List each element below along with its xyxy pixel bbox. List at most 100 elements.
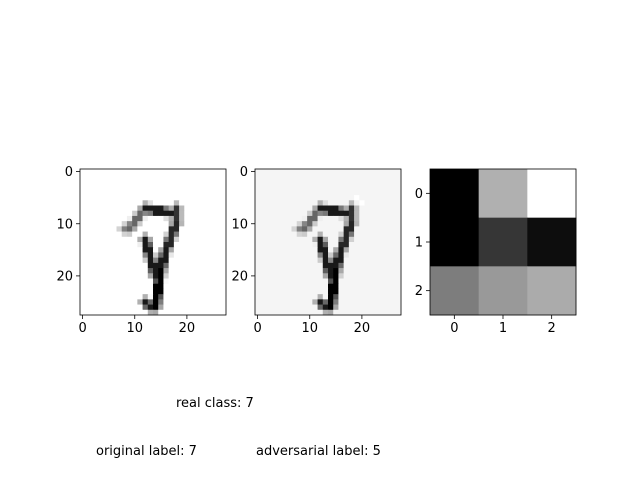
pixel-cell (153, 174, 159, 180)
pixel-cell (153, 262, 159, 269)
pixel-cell (132, 236, 138, 243)
pixel-cell (270, 283, 277, 290)
pixel-cell (121, 283, 128, 290)
pixel-cell (281, 215, 287, 222)
pixel-cell (333, 299, 339, 305)
pixel-cell (116, 189, 123, 196)
pixel-cell (194, 179, 201, 186)
pixel-cell (199, 231, 206, 238)
pixel-cell (317, 174, 324, 180)
pixel-cell (189, 304, 196, 311)
pixel-cell (291, 278, 298, 285)
pixel-cell (312, 262, 318, 269)
pixel-cell (80, 247, 86, 253)
pixel-cell (260, 242, 266, 248)
pixel-cell (270, 236, 277, 243)
pixel-cell (322, 294, 329, 300)
pixel-cell (158, 205, 164, 212)
pixel-cell (121, 221, 128, 227)
pixel-cell (85, 257, 91, 264)
pixel-cell (111, 236, 117, 243)
pixel-cell (90, 215, 97, 222)
pixel-cell (312, 174, 318, 180)
pixel-cell (317, 288, 324, 295)
pixel-cell (220, 226, 227, 232)
pixel-cell (307, 221, 313, 227)
pixel-cell (260, 273, 266, 279)
pixel-cell (194, 247, 201, 253)
pixel-cell (90, 252, 97, 259)
pixel-cell (312, 195, 318, 201)
pixel-cell (260, 205, 266, 212)
pixel-cell (270, 184, 277, 191)
pixel-cell (147, 210, 154, 217)
pixel-cell (260, 200, 266, 206)
pixel-cell (312, 179, 318, 186)
pixel-cell (343, 189, 350, 196)
pixel-cell (194, 226, 201, 232)
pixel-cell (153, 309, 159, 316)
pixel-cell (296, 247, 303, 253)
pixel-cell (354, 262, 360, 269)
pixel-cell (210, 210, 216, 217)
pixel-cell (380, 189, 386, 196)
pixel-cell (359, 205, 365, 212)
pixel-cell (296, 273, 303, 279)
x-tick-label: 0 (253, 321, 261, 336)
pixel-cell (307, 262, 313, 269)
pixel-cell (163, 236, 170, 243)
pixel-cell (100, 174, 107, 180)
pixel-cell (205, 283, 211, 290)
pixel-cell (369, 278, 376, 285)
pixel-cell (90, 294, 97, 300)
pixel-cell (255, 184, 261, 191)
pixel-cell (374, 262, 381, 269)
pixel-cell (210, 247, 216, 253)
pixel-cell (153, 242, 159, 248)
pixel-cell (194, 257, 201, 264)
pixel-cell (179, 221, 185, 227)
pixel-cell (348, 231, 355, 238)
pixel-cell (199, 294, 206, 300)
pixel-cell (121, 215, 128, 222)
pixel-cell (328, 278, 334, 285)
pixel-cell (173, 257, 180, 264)
pixel-cell (348, 215, 355, 222)
pixel-cell (220, 210, 227, 217)
pixel-cell (374, 184, 381, 191)
pixel-cell (194, 288, 201, 295)
pixel-cell (281, 257, 287, 264)
pixel-cell (126, 262, 133, 269)
pixel-cell (220, 215, 227, 222)
pixel-cell (142, 278, 149, 285)
pixel-cell (265, 247, 272, 253)
pixel-cell (100, 262, 107, 269)
pixel-cell (194, 304, 201, 311)
pixel-cell (116, 195, 123, 201)
pixel-cell (333, 179, 339, 186)
pixel-cell (317, 215, 324, 222)
pixel-cell (132, 309, 138, 316)
pixel-cell (260, 179, 266, 186)
pixel-cell (270, 210, 277, 217)
pixel-cell (132, 242, 138, 248)
pixel-cell (312, 299, 318, 305)
pixel-cell (281, 231, 287, 238)
pixel-cell (281, 278, 287, 285)
pixel-cell (126, 231, 133, 238)
pixel-cell (478, 169, 528, 219)
pixel-cell (380, 195, 386, 201)
pixel-cell (179, 169, 185, 175)
pixel-cell (260, 174, 266, 180)
pixel-cell (265, 189, 272, 196)
pixel-cell (153, 304, 159, 311)
pixel-cell (147, 200, 154, 206)
pixel-cell (395, 273, 402, 279)
pixel-cell (205, 262, 211, 269)
pixel-cell (210, 283, 216, 290)
pixel-cell (328, 309, 334, 316)
pixel-cell (307, 273, 313, 279)
pixel-cell (359, 309, 365, 316)
pixel-cell (189, 174, 196, 180)
pixel-cell (173, 294, 180, 300)
